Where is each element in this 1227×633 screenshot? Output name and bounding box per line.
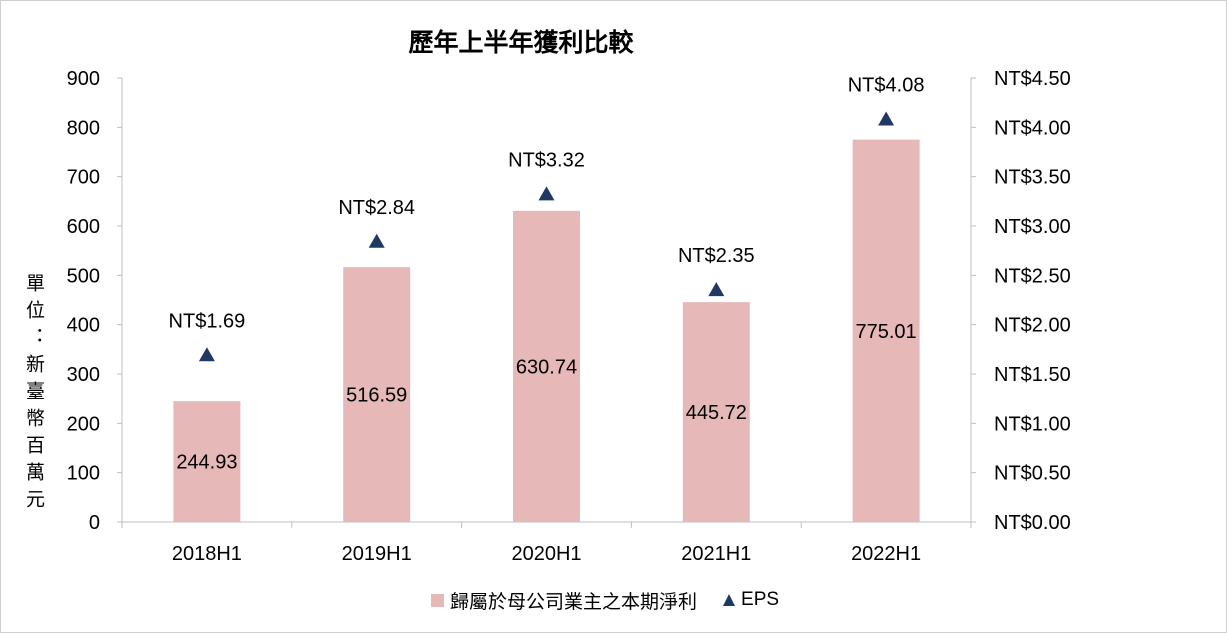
x-tick-label: 2018H1 [172, 543, 242, 565]
legend-label-profit: 歸屬於母公司業主之本期淨利 [450, 590, 698, 613]
y2-tick-label: NT$3.50 [994, 167, 1071, 189]
y-tick-label: 900 [67, 68, 100, 90]
bar-profit [682, 302, 750, 522]
eps-data-label: NT$2.84 [338, 197, 415, 219]
legend-triangle-icon [723, 594, 736, 606]
y2-tick-label: NT$1.50 [994, 364, 1071, 386]
x-tick-label: 2021H1 [681, 543, 751, 565]
y-tick-label: 700 [67, 167, 100, 189]
y2-tick-label: NT$2.50 [994, 265, 1071, 287]
bar-profit [343, 267, 411, 522]
y2-tick-label: NT$2.00 [994, 315, 1071, 337]
y-tick-label: 800 [67, 117, 100, 139]
y-tick-label: 600 [67, 216, 100, 238]
bar-profit [513, 210, 580, 522]
bar-data-label: 445.72 [686, 402, 747, 424]
bar-profit [852, 139, 920, 522]
eps-marker [708, 282, 725, 297]
eps-marker [878, 111, 895, 126]
y2-tick-label: NT$3.00 [994, 216, 1071, 238]
bar-profit [173, 401, 241, 522]
y-tick-label: 100 [67, 463, 100, 485]
y-tick-label: 500 [67, 265, 100, 287]
y-axis-label: 單位：新臺幣百萬元 [23, 273, 45, 516]
eps-data-label: NT$2.35 [678, 245, 755, 267]
eps-data-label: NT$1.69 [169, 310, 246, 332]
bar-data-label: 244.93 [176, 452, 237, 474]
y2-tick-label: NT$0.00 [994, 512, 1071, 534]
legend-label-eps: EPS [741, 589, 780, 610]
y-tick-label: 400 [67, 315, 100, 337]
bar-data-label: 630.74 [516, 356, 577, 378]
legend: 歸屬於母公司業主之本期淨利 EPS [431, 588, 780, 613]
chart-title: 歷年上半年獲利比較 [408, 28, 634, 57]
y2-tick-label: NT$4.00 [994, 117, 1071, 139]
x-tick-label: 2022H1 [851, 543, 921, 565]
y-tick-label: 300 [67, 364, 100, 386]
legend-swatch-profit [431, 593, 444, 607]
eps-data-label: NT$3.32 [508, 149, 585, 171]
eps-marker [198, 347, 215, 362]
y-tick-label: 0 [89, 512, 100, 534]
bar-data-label: 516.59 [346, 385, 407, 407]
y-tick-label: 200 [67, 413, 100, 435]
eps-data-label: NT$4.08 [848, 74, 925, 96]
y2-tick-label: NT$4.50 [994, 68, 1071, 90]
x-tick-label: 2019H1 [342, 543, 412, 565]
eps-marker [368, 233, 385, 248]
y2-tick-label: NT$1.00 [994, 413, 1071, 435]
x-tick-label: 2020H1 [511, 543, 581, 565]
eps-marker [538, 186, 555, 201]
bar-data-label: 775.01 [856, 321, 917, 343]
y2-tick-label: NT$0.50 [994, 463, 1071, 485]
